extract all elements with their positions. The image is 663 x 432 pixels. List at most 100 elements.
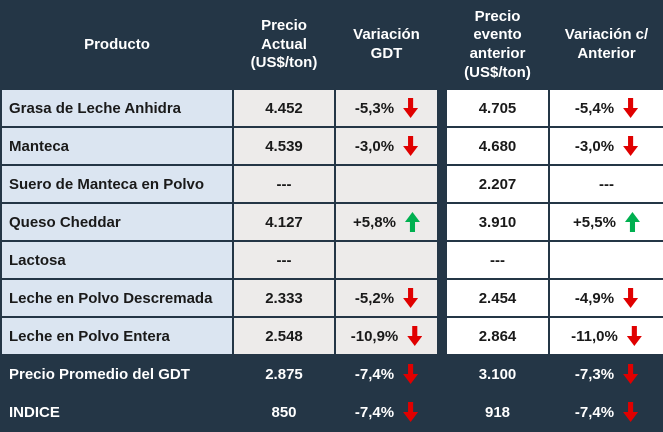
gdt-trend-icon xyxy=(403,402,419,422)
previous-price: 4.680 xyxy=(445,126,550,166)
previous-variation-cell: -7,3% xyxy=(548,354,663,394)
previous-trend-icon xyxy=(624,212,640,232)
table-row: Manteca 4.539 -3,0% 4.680 -3,0% xyxy=(0,126,663,166)
table-row: Leche en Polvo Descremada 2.333 -5,2% 2.… xyxy=(0,278,663,318)
previous-price: 918 xyxy=(445,392,550,432)
gdt-variation-cell xyxy=(334,164,439,204)
previous-price: 3.910 xyxy=(445,202,550,242)
gdt-trend-icon xyxy=(403,98,419,118)
current-price: 2.875 xyxy=(232,354,336,394)
gdt-variation-cell: -3,0% xyxy=(334,126,439,166)
gdt-trend-icon xyxy=(403,288,419,308)
previous-variation-cell xyxy=(548,240,663,280)
gdt-variation-value: -7,4% xyxy=(354,403,395,421)
previous-variation-value: -3,0% xyxy=(574,137,615,155)
col-header-variacion-gdt: Variación GDT xyxy=(334,0,439,90)
current-price: 2.333 xyxy=(232,278,336,318)
col-header-producto: Producto xyxy=(0,0,234,90)
product-name: Precio Promedio del GDT xyxy=(0,354,234,394)
previous-trend-icon xyxy=(623,288,639,308)
table-row: Leche en Polvo Entera 2.548 -10,9% 2.864… xyxy=(0,316,663,356)
previous-variation-cell: -4,9% xyxy=(548,278,663,318)
product-name: Lactosa xyxy=(0,240,234,280)
column-divider xyxy=(437,202,447,242)
gdt-variation-value: -5,3% xyxy=(354,99,395,117)
previous-variation-value: -4,9% xyxy=(574,289,615,307)
column-divider xyxy=(437,354,447,394)
gdt-variation-cell: -10,9% xyxy=(334,316,439,356)
table-row: Suero de Manteca en Polvo --- 2.207 --- xyxy=(0,164,663,204)
current-price: 4.539 xyxy=(232,126,336,166)
gdt-trend-icon xyxy=(404,212,420,232)
gdt-variation-cell: +5,8% xyxy=(334,202,439,242)
product-name: Grasa de Leche Anhidra xyxy=(0,88,234,128)
column-divider xyxy=(437,126,447,166)
current-price: 850 xyxy=(232,392,336,432)
gdt-variation-value: -5,2% xyxy=(354,289,395,307)
gdt-variation-cell: -5,3% xyxy=(334,88,439,128)
table-row: Lactosa --- --- xyxy=(0,240,663,280)
col-header-variacion-anterior: Variación c/ Anterior xyxy=(548,0,663,90)
column-divider xyxy=(437,316,447,356)
column-divider xyxy=(437,88,447,128)
gdt-variation-value: -3,0% xyxy=(354,137,395,155)
previous-trend-icon xyxy=(623,364,639,384)
table-row: Grasa de Leche Anhidra 4.452 -5,3% 4.705… xyxy=(0,88,663,128)
previous-variation-value: -5,4% xyxy=(574,99,615,117)
product-name: Manteca xyxy=(0,126,234,166)
current-price: 4.452 xyxy=(232,88,336,128)
table-body: Grasa de Leche Anhidra 4.452 -5,3% 4.705… xyxy=(0,88,663,432)
col-header-precio-actual: Precio Actual (US$/ton) xyxy=(232,0,336,90)
previous-price: --- xyxy=(445,240,550,280)
previous-trend-icon xyxy=(623,136,639,156)
header-label: Variación c/ Anterior xyxy=(564,26,649,62)
product-name: Suero de Manteca en Polvo xyxy=(0,164,234,204)
column-divider xyxy=(437,278,447,318)
previous-trend-icon xyxy=(623,402,639,422)
product-name: Leche en Polvo Entera xyxy=(0,316,234,356)
header-label: Precio evento anterior (US$/ton) xyxy=(464,7,531,81)
previous-variation-value: -7,4% xyxy=(574,403,615,421)
product-name: Leche en Polvo Descremada xyxy=(0,278,234,318)
header-label: Producto xyxy=(84,35,150,53)
gdt-variation-value: +5,8% xyxy=(353,213,396,231)
product-name: INDICE xyxy=(0,392,234,432)
gdt-variation-value: -10,9% xyxy=(350,327,399,345)
header-label: Variación GDT xyxy=(353,26,420,62)
col-header-precio-evento-anterior: Precio evento anterior (US$/ton) xyxy=(445,0,550,90)
column-divider xyxy=(437,392,447,432)
gdt-trend-icon xyxy=(403,364,419,384)
column-divider xyxy=(437,164,447,204)
previous-price: 2.864 xyxy=(445,316,550,356)
previous-variation-cell: --- xyxy=(548,164,663,204)
gdt-variation-cell xyxy=(334,240,439,280)
previous-price: 4.705 xyxy=(445,88,550,128)
previous-variation-value: -11,0% xyxy=(571,327,618,345)
previous-variation-cell: -7,4% xyxy=(548,392,663,432)
table-row: Precio Promedio del GDT 2.875 -7,4% 3.10… xyxy=(0,354,663,394)
current-price: 2.548 xyxy=(232,316,336,356)
previous-price: 2.207 xyxy=(445,164,550,204)
previous-trend-icon xyxy=(623,98,639,118)
current-price: --- xyxy=(232,164,336,204)
previous-variation-value: +5,5% xyxy=(573,213,616,231)
current-price: --- xyxy=(232,240,336,280)
current-price: 4.127 xyxy=(232,202,336,242)
header-label: Precio Actual (US$/ton) xyxy=(250,16,318,72)
gdt-trend-icon xyxy=(403,136,419,156)
previous-variation-cell: -5,4% xyxy=(548,88,663,128)
previous-variation-cell: -11,0% xyxy=(548,316,663,356)
previous-price: 3.100 xyxy=(445,354,550,394)
gdt-variation-cell: -7,4% xyxy=(334,354,439,394)
gdt-variation-cell: -5,2% xyxy=(334,278,439,318)
previous-trend-icon xyxy=(626,326,642,346)
previous-price: 2.454 xyxy=(445,278,550,318)
previous-variation-cell: +5,5% xyxy=(548,202,663,242)
gdt-trend-icon xyxy=(407,326,423,346)
gdt-variation-cell: -7,4% xyxy=(334,392,439,432)
previous-variation-value: -7,3% xyxy=(574,365,615,383)
table-row: Queso Cheddar 4.127 +5,8% 3.910 +5,5% xyxy=(0,202,663,242)
column-divider xyxy=(437,240,447,280)
gdt-variation-value: -7,4% xyxy=(354,365,395,383)
